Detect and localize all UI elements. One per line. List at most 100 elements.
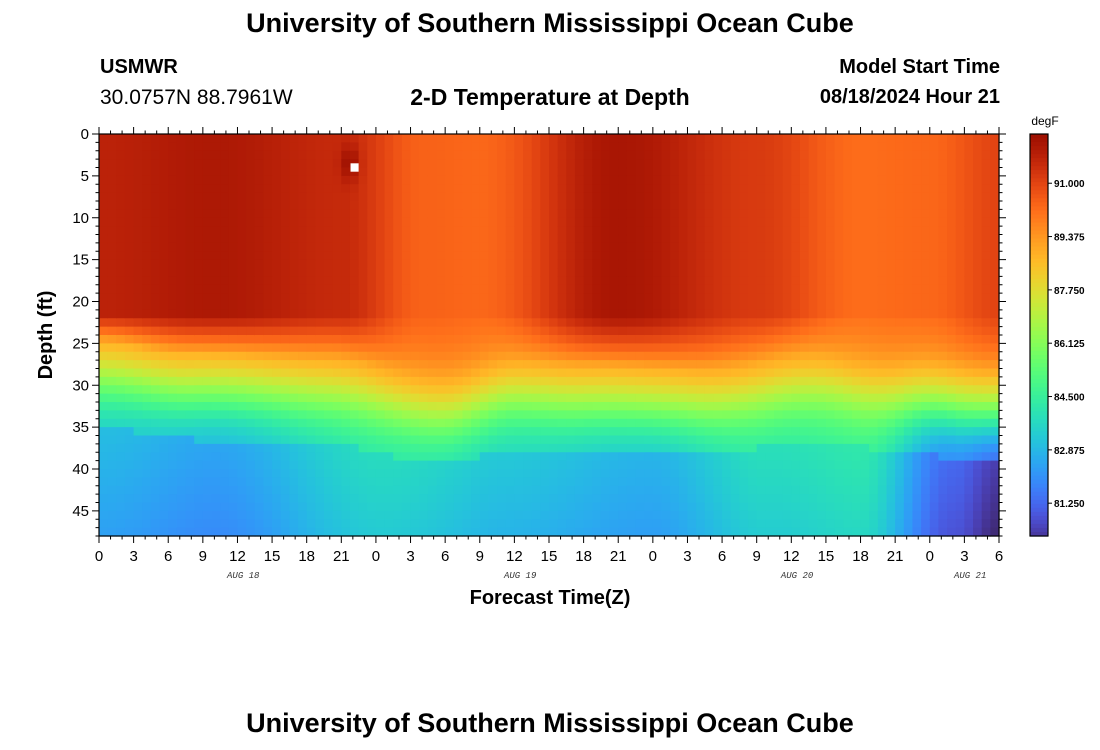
heatmap-cell	[566, 192, 576, 202]
heatmap-cell	[635, 234, 645, 244]
heatmap-cell	[722, 276, 732, 286]
heatmap-cell	[652, 527, 663, 537]
heatmap-cell	[523, 167, 533, 177]
heatmap-cell	[272, 460, 282, 470]
heatmap-cell	[990, 527, 1000, 537]
heatmap-cell	[583, 335, 593, 344]
heatmap-cell	[791, 510, 801, 520]
heatmap-cell	[220, 167, 230, 177]
heatmap-cell	[626, 293, 637, 303]
heatmap-cell	[791, 175, 801, 185]
heatmap-cell	[973, 226, 983, 236]
heatmap-cell	[358, 150, 368, 160]
heatmap-cell	[419, 234, 429, 244]
heatmap-cell	[358, 494, 368, 504]
heatmap-cell	[696, 435, 706, 445]
heatmap-cell	[912, 510, 922, 520]
heatmap-cell	[947, 209, 957, 219]
heatmap-cell	[583, 519, 593, 529]
heatmap-cell	[696, 343, 706, 353]
heatmap-cell	[168, 209, 178, 219]
heatmap-cell	[159, 242, 169, 252]
heatmap-cell	[765, 150, 775, 160]
heatmap-cell	[626, 335, 637, 344]
heatmap-cell	[220, 242, 230, 252]
heatmap-cell	[133, 351, 143, 361]
heatmap-cell	[687, 301, 697, 311]
heatmap-cell	[609, 217, 619, 227]
heatmap-cell	[349, 452, 360, 462]
heatmap-cell	[211, 209, 221, 219]
heatmap-cell	[176, 510, 187, 520]
heatmap-cell	[107, 510, 117, 520]
heatmap-cell	[263, 184, 273, 194]
heatmap-cell	[246, 410, 256, 420]
heatmap-cell	[349, 150, 360, 160]
heatmap-cell	[557, 402, 567, 411]
heatmap-cell	[652, 184, 663, 194]
heatmap-cell	[964, 309, 974, 319]
heatmap-cell	[652, 376, 663, 386]
heatmap-cell	[834, 376, 844, 386]
heatmap-cell	[600, 376, 611, 386]
heatmap-cell	[142, 494, 152, 504]
heatmap-cell	[549, 435, 559, 445]
heatmap-cell	[471, 209, 481, 219]
heatmap-cell	[471, 443, 481, 453]
heatmap-cell	[263, 385, 273, 395]
heatmap-cell	[843, 410, 853, 420]
heatmap-cell	[185, 351, 195, 361]
heatmap-cell	[990, 175, 1000, 185]
heatmap-cell	[505, 318, 515, 328]
heatmap-cell	[246, 477, 256, 487]
heatmap-cell	[531, 201, 541, 210]
heatmap-cell	[799, 460, 810, 470]
heatmap-cell	[549, 360, 559, 370]
heatmap-cell	[375, 418, 386, 428]
heatmap-cell	[687, 469, 697, 478]
heatmap-cell	[678, 376, 689, 386]
heatmap-cell	[921, 477, 931, 487]
heatmap-cell	[540, 192, 550, 202]
heatmap-cell	[436, 134, 446, 143]
heatmap-cell	[799, 175, 810, 185]
heatmap-cell	[981, 134, 991, 143]
heatmap-cell	[851, 268, 862, 277]
heatmap-cell	[635, 217, 645, 227]
heatmap-cell	[644, 469, 654, 478]
heatmap-cell	[609, 301, 619, 311]
heatmap-cell	[609, 134, 619, 143]
heatmap-cell	[678, 343, 689, 353]
heatmap-cell	[756, 209, 766, 219]
heatmap-cell	[799, 494, 810, 504]
heatmap-cell	[254, 318, 265, 328]
heatmap-cell	[99, 402, 109, 411]
heatmap-cell	[618, 142, 628, 152]
heatmap-cell	[471, 192, 481, 202]
heatmap-cell	[220, 494, 230, 504]
heatmap-cell	[722, 335, 732, 344]
heatmap-cell	[384, 469, 394, 478]
heatmap-cell	[514, 184, 524, 194]
heatmap-cell	[237, 150, 247, 160]
heatmap-cell	[696, 301, 706, 311]
heatmap-cell	[324, 217, 334, 227]
heatmap-cell	[635, 343, 645, 353]
heatmap-cell	[609, 376, 619, 386]
heatmap-cell	[194, 192, 204, 202]
heatmap-cell	[609, 226, 619, 236]
heatmap-cell	[453, 335, 464, 344]
heatmap-cell	[289, 418, 299, 428]
heatmap-cell	[981, 351, 991, 361]
heatmap-cell	[722, 167, 732, 177]
heatmap-cell	[332, 527, 342, 537]
heatmap-cell	[427, 309, 438, 319]
heatmap-cell	[808, 343, 818, 353]
heatmap-cell	[116, 318, 126, 328]
heatmap-cell	[176, 376, 187, 386]
heatmap-cell	[825, 268, 836, 277]
heatmap-cell	[514, 460, 524, 470]
heatmap-cell	[228, 234, 239, 244]
heatmap-cell	[514, 293, 524, 303]
heatmap-cell	[445, 477, 455, 487]
